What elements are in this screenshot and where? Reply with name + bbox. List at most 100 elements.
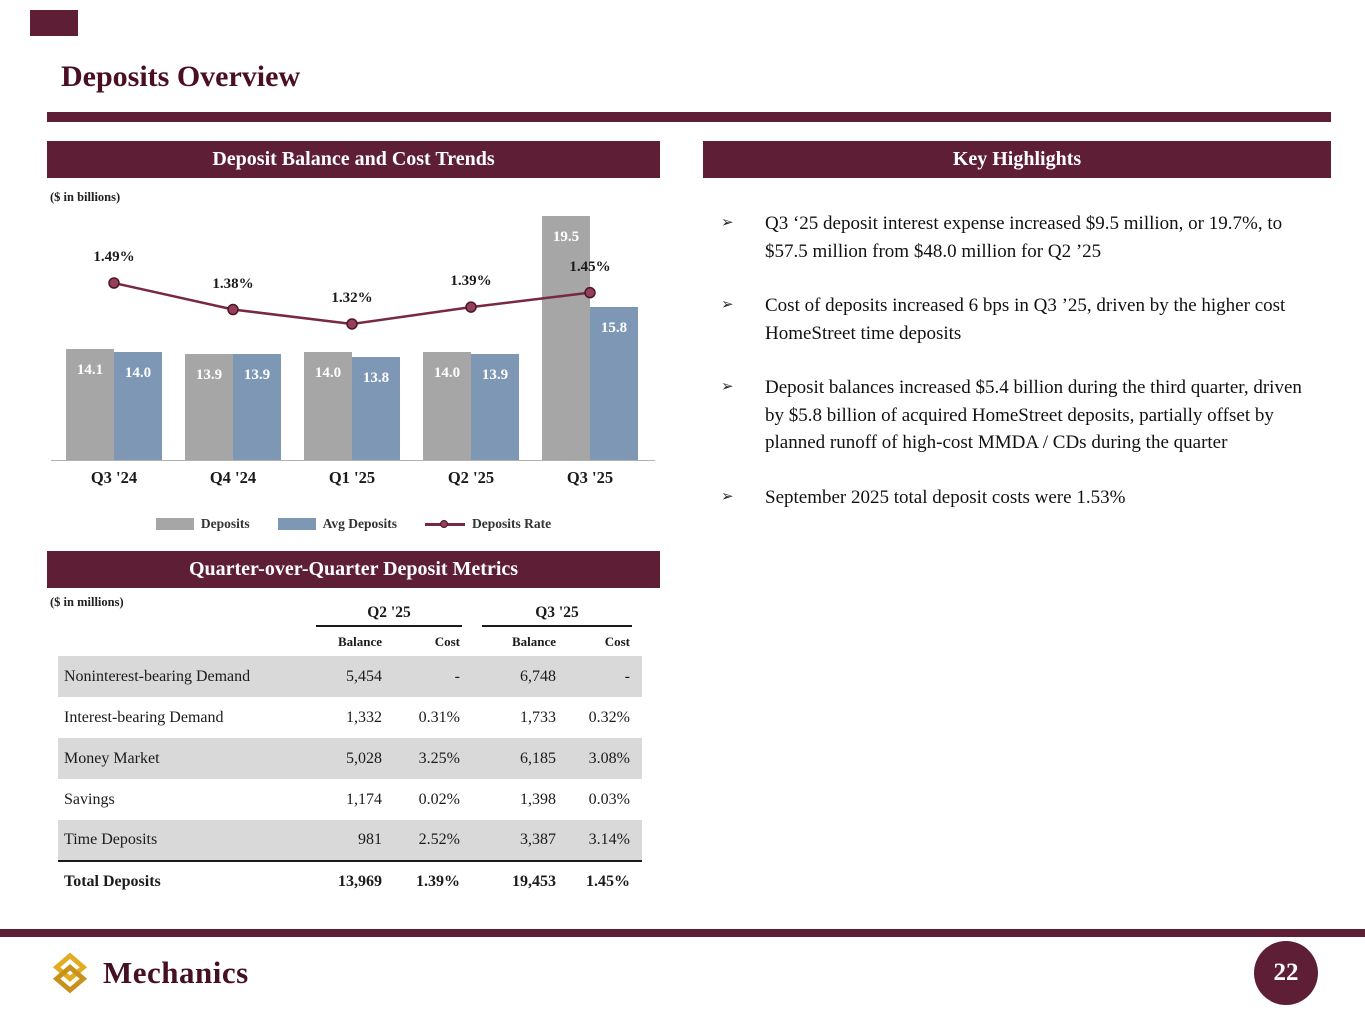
x-axis-line bbox=[51, 460, 655, 461]
x-axis-label: Q4 '24 bbox=[209, 468, 257, 487]
deposits-rate-line bbox=[108, 277, 596, 330]
table-row: Money Market 5,028 3.25% 6,185 3.08% bbox=[58, 738, 642, 779]
rate-value-label: 1.49% bbox=[93, 249, 135, 265]
bullet-text: Cost of deposits increased 6 bps in Q3 ’… bbox=[765, 295, 1286, 344]
row-label: Noninterest-bearing Demand bbox=[64, 667, 251, 685]
bullet-arrow-icon: ➢ bbox=[721, 379, 734, 395]
deposit-chart: 14.1 14.0 Q3 '24 13.9 13.9 Q4 '24 14.0 13.8 Q1 '… bbox=[47, 186, 660, 546]
deposits-bar: 14.1 bbox=[66, 349, 114, 460]
x-axis-label: Q3 '25 bbox=[566, 468, 614, 487]
metric-value-cell: 1,733 bbox=[520, 708, 556, 726]
bullet-text: Deposit balances increased $5.4 billion … bbox=[765, 377, 1302, 453]
metric-value-cell: 5,454 bbox=[346, 667, 382, 685]
rate-marker bbox=[227, 303, 239, 316]
metrics-table-wrap: Q2 '25 Q3 '25 Balance Cost Balance Cost … bbox=[58, 604, 642, 902]
metric-value-cell: 3.08% bbox=[588, 749, 630, 767]
top-accent-bar bbox=[30, 10, 78, 36]
metric-value-cell: 1,332 bbox=[346, 708, 382, 726]
bar-value-label: 14.1 bbox=[76, 362, 104, 379]
rate-value-label: 1.38% bbox=[212, 275, 254, 292]
page-number-badge: 22 bbox=[1254, 941, 1318, 1005]
chart-legend: Deposits Avg Deposits Deposits Rate bbox=[47, 516, 660, 532]
metrics-units-label: ($ in millions) bbox=[50, 595, 124, 609]
row-label: Savings bbox=[64, 790, 115, 808]
metric-value-cell: 1.39% bbox=[394, 860, 472, 902]
bullet-arrow-icon: ➢ bbox=[721, 297, 734, 313]
rate-marker bbox=[346, 318, 358, 330]
metric-value-cell: 19,453 bbox=[472, 860, 568, 902]
footer-bar bbox=[0, 929, 1365, 937]
title-rule bbox=[47, 112, 1331, 122]
metric-value-cell: 0.32% bbox=[588, 708, 630, 726]
metric-value-cell: 3,387 bbox=[520, 831, 556, 848]
x-axis-label: Q3 '24 bbox=[90, 468, 138, 487]
rate-value-label: 1.39% bbox=[450, 273, 492, 290]
table-group-header-row: Q2 '25 Q3 '25 bbox=[58, 604, 642, 627]
bullet-text: September 2025 total deposit costs were … bbox=[765, 486, 1126, 508]
legend-item: Deposits Rate bbox=[425, 516, 551, 532]
metric-value-cell: 0.02% bbox=[418, 790, 460, 808]
brand-logo: Mechanics bbox=[47, 950, 249, 996]
metric-value-cell: 3.14% bbox=[588, 831, 630, 848]
rate-marker bbox=[465, 301, 477, 313]
table-row: Noninterest-bearing Demand 5,454 - 6,748 - bbox=[58, 656, 642, 697]
legend-item: Deposits bbox=[155, 516, 250, 532]
avg-deposits-bar: 15.8 bbox=[590, 307, 638, 460]
highlight-bullet: ➢ Cost of deposits increased 6 bps in Q3 … bbox=[703, 292, 1331, 347]
bar-value-label: 13.9 bbox=[195, 367, 223, 384]
metric-value-cell: 13,969 bbox=[306, 860, 394, 902]
avg-deposits-bar: 14.0 bbox=[114, 351, 162, 460]
metric-value-cell: 5,028 bbox=[346, 749, 382, 767]
metric-value-cell: - bbox=[624, 667, 630, 685]
bar-value-label: 19.5 bbox=[552, 229, 580, 246]
metric-value-cell: 1,398 bbox=[520, 790, 556, 808]
group-header-q3: Q3 '25 bbox=[482, 604, 632, 627]
metric-value-cell: 6,748 bbox=[520, 667, 556, 685]
highlight-bullet: ➢ Q3 ‘25 deposit interest expense increas… bbox=[703, 210, 1331, 265]
metrics-table: Q2 '25 Q3 '25 Balance Cost Balance Cost … bbox=[58, 604, 642, 902]
metric-value-cell: 0.31% bbox=[418, 708, 460, 726]
legend-swatch bbox=[155, 518, 194, 530]
highlight-bullet: ➢ September 2025 total deposit costs were… bbox=[703, 484, 1331, 512]
rate-marker bbox=[584, 286, 596, 299]
rate-value-label: 1.32% bbox=[331, 289, 373, 306]
deposits-bar: 14.0 bbox=[304, 351, 352, 460]
avg-deposits-bar: 13.9 bbox=[233, 354, 281, 460]
bullet-arrow-icon: ➢ bbox=[721, 215, 734, 231]
x-axis-label: Q1 '25 bbox=[328, 468, 376, 487]
group-header-q2: Q2 '25 bbox=[316, 604, 462, 627]
bar-value-label: 15.8 bbox=[600, 320, 628, 337]
bar-value-label: 13.8 bbox=[362, 369, 390, 386]
bar-value-label: 13.9 bbox=[243, 367, 271, 384]
bullet-arrow-icon: ➢ bbox=[721, 488, 734, 505]
bullet-text: Q3 ‘25 deposit interest expense increase… bbox=[765, 213, 1283, 262]
metric-value-cell: 0.03% bbox=[588, 790, 630, 808]
metric-value-cell: 981 bbox=[358, 831, 382, 848]
metrics-section-header: Quarter-over-Quarter Deposit Metrics bbox=[47, 551, 660, 588]
col-header-balance-q2: Balance bbox=[337, 634, 382, 649]
legend-line-dot bbox=[440, 519, 449, 528]
metric-value-cell: 6,185 bbox=[520, 749, 556, 767]
rate-marker bbox=[108, 277, 120, 289]
deposits-bar: 13.9 bbox=[185, 354, 233, 460]
legend-line-swatch bbox=[425, 519, 466, 528]
row-label: Interest-bearing Demand bbox=[64, 708, 224, 726]
row-label: Time Deposits bbox=[64, 831, 158, 848]
brand-name: Mechanics bbox=[103, 955, 249, 990]
table-row: Total Deposits 13,969 1.39% 19,453 1.45% bbox=[58, 860, 642, 902]
legend-item: Avg Deposits bbox=[277, 516, 397, 532]
metric-value-cell: 1,174 bbox=[346, 790, 382, 808]
bar-value-label: 14.0 bbox=[433, 364, 461, 381]
metric-value-cell: 3.25% bbox=[418, 749, 460, 767]
metric-value-cell: - bbox=[454, 667, 460, 685]
col-header-cost-q2: Cost bbox=[434, 634, 460, 649]
bar-value-label: 14.0 bbox=[314, 364, 342, 381]
table-row: Interest-bearing Demand 1,332 0.31% 1,733 0.… bbox=[58, 697, 642, 738]
avg-deposits-bar: 13.8 bbox=[352, 356, 400, 460]
chart-units-label: ($ in billions) bbox=[50, 190, 121, 204]
bar-value-label: 14.0 bbox=[124, 364, 152, 381]
row-label: Money Market bbox=[64, 749, 160, 767]
metrics-table-body: Noninterest-bearing Demand 5,454 - 6,748 - In… bbox=[58, 656, 642, 902]
legend-label: Deposits bbox=[200, 516, 250, 531]
